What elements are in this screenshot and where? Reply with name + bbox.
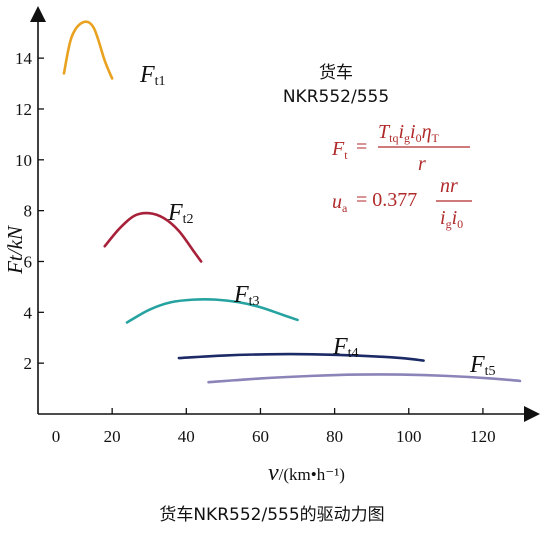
series-line-ft3 xyxy=(125,297,299,324)
svg-text:igi0: igi0 xyxy=(440,207,463,231)
x-axis-title-unit: /(km•h⁻¹) xyxy=(279,465,345,484)
svg-text:r: r xyxy=(418,153,426,175)
formula-ua: ua = 0.377 nr igi0 xyxy=(332,175,472,231)
series-label-ft1: Ft1 xyxy=(139,62,166,89)
y-tick-label: 14 xyxy=(15,49,33,68)
x-axis-title: v/(km•h⁻¹) xyxy=(268,460,345,486)
vehicle-name: 货车 xyxy=(319,63,353,83)
x-tick-label: 100 xyxy=(396,427,422,446)
series-label-ft4: Ft4 xyxy=(332,334,359,361)
series-label-ft5: Ft5 xyxy=(469,352,496,379)
series-line-ft2 xyxy=(103,211,203,263)
series-label-ft3: Ft3 xyxy=(233,282,260,309)
x-tick-label: 60 xyxy=(252,427,269,446)
y-axis-title: Ft/kN xyxy=(3,225,27,275)
svg-text:nr: nr xyxy=(440,175,458,197)
y-tick-label: 10 xyxy=(15,151,32,170)
series-label-ft2: Ft2 xyxy=(167,200,194,227)
x-tick-label: 0 xyxy=(52,427,61,446)
y-tick-label: 4 xyxy=(24,303,33,322)
series-line-ft1 xyxy=(62,20,114,80)
svg-text:= 0.377: = 0.377 xyxy=(356,189,417,211)
svg-text:=: = xyxy=(356,136,367,158)
x-tick-label: 80 xyxy=(326,427,343,446)
series-line-ft4 xyxy=(177,352,425,362)
y-tick-label: 2 xyxy=(24,354,33,373)
svg-text:Ttqigi0ηT: Ttqigi0ηT xyxy=(378,121,440,145)
x-tick-label: 40 xyxy=(178,427,195,446)
y-tick-label: 8 xyxy=(24,202,33,221)
y-tick-label: 12 xyxy=(15,100,32,119)
x-tick-label: 120 xyxy=(470,427,496,446)
svg-text:Ft: Ft xyxy=(331,138,348,162)
figure-caption: 货车NKR552/555的驱动力图 xyxy=(159,505,384,525)
series-line-ft5 xyxy=(207,373,522,384)
x-axis-title-main: v xyxy=(268,460,279,486)
formula-ft: Ft = Ttqigi0ηT r xyxy=(331,121,470,175)
svg-text:ua: ua xyxy=(332,191,348,215)
vehicle-model: NKR552/555 xyxy=(283,87,389,107)
x-tick-label: 20 xyxy=(104,427,121,446)
y-tick-label: 6 xyxy=(24,252,33,271)
